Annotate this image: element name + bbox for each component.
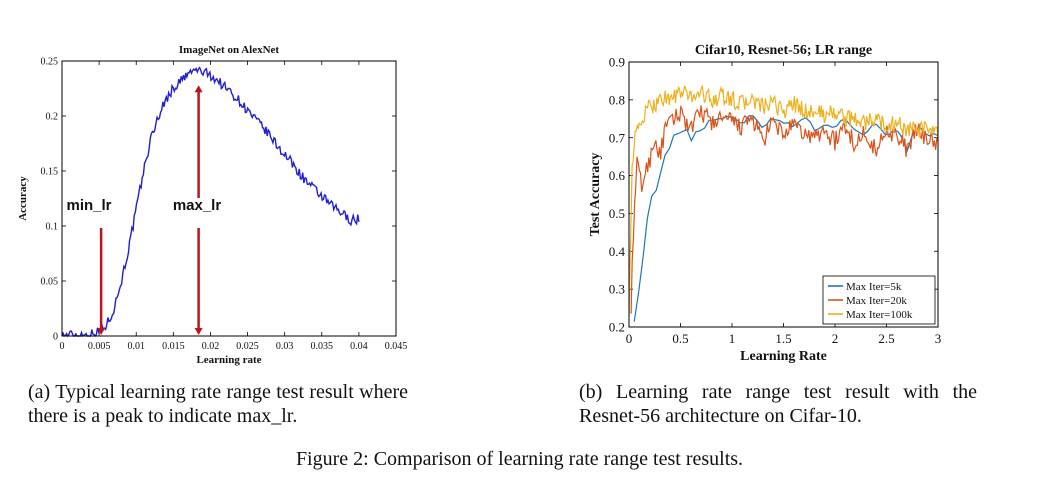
chart-a-plot-frame	[61, 60, 397, 337]
figure-caption: Figure 2: Comparison of learning rate ra…	[295, 448, 744, 470]
chart-b-x-axis-label: Learning Rate	[740, 349, 827, 364]
chart-b-y-tick-label: 0.2	[609, 320, 625, 335]
chart-a-x-tick-label: 0.03	[276, 341, 294, 352]
chart-a-x-tick-label: 0.005	[88, 341, 111, 352]
caption-b: (b) Learning rate range test result with…	[579, 381, 977, 427]
chart-b-legend-label-2: Max Iter=20k	[846, 295, 907, 307]
chart-a-series-line-1	[61, 66, 360, 338]
chart-b-x-tick-label: 0	[626, 331, 633, 346]
chart-a-x-tick-label: 0.01	[127, 341, 145, 352]
chart-b-series-line-3	[628, 84, 939, 317]
chart-b-legend-label-1: Max Iter=5k	[846, 281, 902, 293]
chart-a-x-tick-label: 0.025	[236, 341, 259, 352]
chart-b-x-tick-label: 1.5	[775, 331, 791, 346]
chart-a-x-tick-label: 0	[60, 341, 65, 352]
chart-a-x-tick-label: 0.045	[385, 341, 408, 352]
chart-b-x-tick-label: 3	[935, 331, 942, 346]
chart-a-y-tick-label: 0	[53, 332, 58, 343]
chart-b-y-tick-label: 0.8	[609, 92, 625, 107]
chart-b-legend-label-3: Max Iter=100k	[846, 309, 913, 321]
annotation-max-lr-label: max_lr	[173, 197, 222, 214]
chart-a-y-tick-label: 0.15	[41, 167, 59, 178]
chart-a-x-tick-label: 0.035	[311, 341, 334, 352]
chart-a-y-tick-label: 0.25	[41, 57, 59, 68]
chart-a-y-tick-label: 0.05	[41, 277, 59, 288]
chart-b-y-tick-label: 0.7	[609, 130, 626, 145]
caption-a: (a) Typical learning rate range test res…	[28, 381, 408, 427]
chart-b-x-tick-label: 2.5	[878, 331, 894, 346]
chart-b-x-tick-label: 1	[729, 331, 736, 346]
annotation-max-lr-arrowhead-up	[194, 85, 203, 93]
chart-b-title: Cifar10, Resnet-56; LR range	[695, 43, 872, 58]
chart-b-y-tick-label: 0.4	[609, 244, 626, 259]
chart-b-series-line-2	[630, 104, 939, 314]
chart-a-x-axis-label: Learning rate	[196, 354, 261, 366]
chart-b-y-tick-label: 0.3	[609, 282, 625, 297]
annotation-max-lr-arrowhead-down	[194, 328, 203, 335]
chart-a-y-tick-label: 0.2	[46, 112, 59, 123]
chart-b-y-tick-label: 0.5	[609, 206, 625, 221]
annotation-min-lr-label: min_lr	[66, 197, 111, 214]
chart-b-legend: Max Iter=5k Max Iter=20k Max Iter=100k	[822, 275, 936, 325]
chart-a-x-tick-label: 0.04	[350, 341, 368, 352]
annotation-min-lr-arrowhead	[97, 328, 106, 335]
chart-a-y-axis-label: Accuracy	[17, 176, 29, 221]
chart-b-y-tick-label: 0.9	[609, 55, 625, 70]
chart-b-x-tick-label: 2	[832, 331, 839, 346]
chart-b-x-tick-label: 0.5	[672, 331, 688, 346]
chart-a: ImageNet on AlexNet 0 0.005 0.01 0.015 0.02 0.…	[17, 44, 408, 366]
chart-b-y-axis-label: Test Accuracy	[588, 153, 603, 237]
chart-a-title: ImageNet on AlexNet	[179, 44, 280, 56]
chart-b-plot-frame	[628, 61, 939, 328]
chart-b: Cifar10, Resnet-56; LR range 0 0.5 1 1.5 2 2.5…	[588, 43, 942, 364]
chart-a-x-tick-label: 0.02	[202, 341, 220, 352]
chart-b-y-tick-label: 0.6	[609, 168, 626, 183]
chart-a-x-tick-label: 0.015	[162, 341, 185, 352]
chart-a-y-tick-label: 0.1	[46, 222, 59, 233]
